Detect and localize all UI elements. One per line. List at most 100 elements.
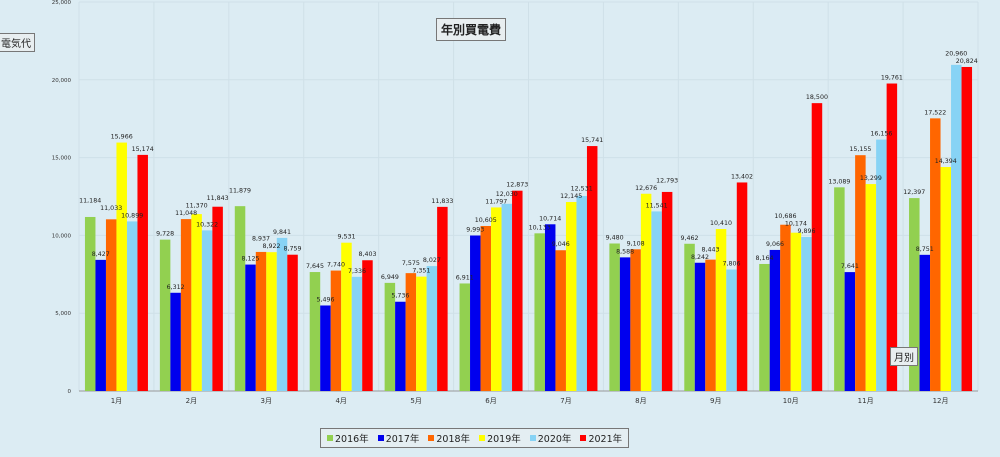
bar [437,206,448,391]
data-label: 13,089 [828,178,850,185]
legend-swatch [428,435,435,441]
x-tick-label: 8月 [635,397,646,405]
bar [95,259,106,391]
y-tick-label: 0 [68,389,72,395]
bar [790,232,802,391]
bar [234,206,246,391]
data-label: 11,033 [100,205,122,212]
legend-item: 2020年 [529,431,572,445]
legend-item: 2018年 [428,431,470,445]
bar [159,239,171,391]
chart-title: 年別買電費 [436,18,507,41]
data-label: 11,541 [646,202,668,209]
data-label: 11,833 [431,198,453,205]
bar [961,66,973,391]
bar [726,269,737,391]
bar [276,237,288,391]
bar [384,282,396,391]
bar [661,191,673,391]
data-label: 8,588 [616,248,634,255]
y-tick-label: 5,000 [55,311,71,317]
data-label: 9,462 [681,235,699,242]
data-label: 8,937 [252,236,270,243]
data-label: 9,108 [627,240,645,247]
bar [544,224,556,391]
data-label: 20,960 [945,50,967,57]
bar [426,266,438,391]
bar [780,224,791,391]
data-label: 6,949 [381,274,399,281]
data-label: 8,922 [263,243,281,250]
data-label: 9,896 [797,228,815,235]
data-label: 5,496 [316,296,334,303]
data-label: 9,480 [606,234,624,241]
x-tick-label: 4月 [335,397,346,405]
data-label: 12,873 [506,182,528,189]
bar [351,276,363,391]
x-tick-label: 5月 [410,397,421,405]
bar [341,242,352,391]
bar [491,207,502,391]
bar [116,142,127,391]
data-label: 17,522 [924,109,946,116]
data-label: 8,027 [423,257,441,264]
data-label: 12,145 [560,193,582,200]
data-label: 15,155 [849,146,871,153]
bar [459,283,471,391]
data-label: 6,911 [456,274,474,281]
bar [651,211,662,391]
bar [715,229,727,391]
legend-item: 2016年 [327,431,369,445]
x-tick-label: 9月 [710,397,721,405]
x-tick-label: 12月 [933,397,949,405]
data-label: 7,740 [327,262,345,269]
data-label: 10,410 [710,220,732,227]
bar [844,272,856,391]
bar [886,83,898,392]
x-tick-label: 3月 [261,397,272,405]
data-label: 7,641 [841,263,859,270]
data-label: 13,299 [860,175,882,182]
bar [266,252,277,391]
data-label: 8,403 [358,251,376,258]
bar [801,237,812,391]
legend-label: 2020年 [537,434,572,445]
bar [126,221,138,391]
data-label: 13,402 [731,173,753,180]
data-label: 12,030 [496,191,518,198]
data-label: 8,427 [92,251,110,258]
bar [501,203,513,391]
data-label: 10,899 [121,212,143,219]
bar [834,187,845,391]
data-label: 7,336 [348,268,366,275]
data-label: 8,164 [755,255,773,262]
bar [395,301,406,391]
data-label: 8,242 [691,254,709,261]
bar [255,251,267,391]
data-label: 7,645 [306,263,324,270]
bar [180,219,192,391]
data-label: 12,793 [656,177,678,184]
x-tick-label: 11月 [858,397,874,405]
y-tick-label: 25,000 [52,0,72,6]
data-label: 7,806 [723,261,741,268]
bar [769,249,781,391]
x-tick-label: 7月 [560,397,571,405]
data-label: 10,686 [774,213,796,220]
x-tick-label: 2月 [186,397,197,405]
bar [759,263,770,391]
bar [630,249,641,391]
bar [951,64,962,391]
legend-swatch [580,435,587,441]
bar [684,243,695,391]
bar [555,250,566,391]
bar [330,270,342,391]
data-label: 18,500 [806,94,828,101]
legend-label: 2018年 [436,434,471,445]
data-label: 10,133 [529,224,551,231]
bar [876,139,887,391]
data-label: 9,046 [552,241,570,248]
legend-swatch [479,435,486,441]
data-label: 11,843 [207,195,229,202]
bar [565,202,577,391]
